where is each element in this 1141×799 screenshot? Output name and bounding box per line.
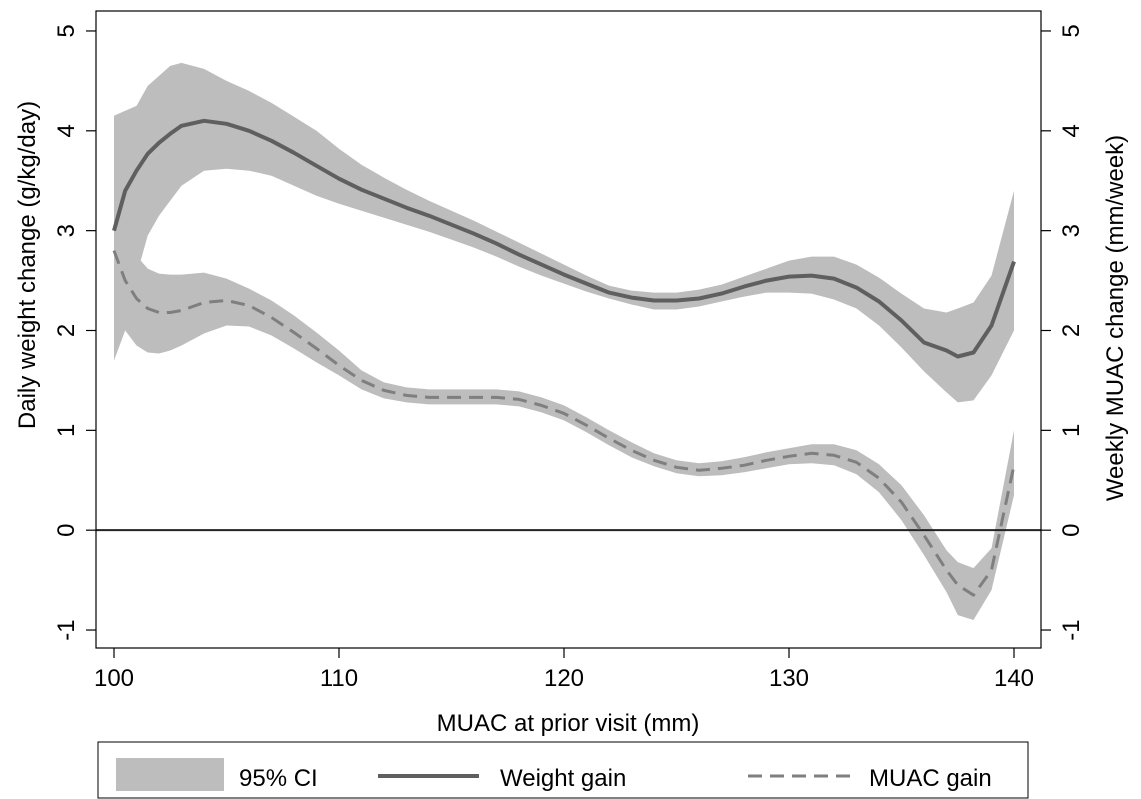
- x-tick-label: 120: [544, 665, 584, 692]
- legend: 95% CI Weight gain MUAC gain: [97, 741, 1029, 799]
- y-right-tick-label: 4: [1058, 124, 1085, 137]
- y-left-tick-label: 0: [53, 524, 80, 537]
- y-left-tick-label: 4: [53, 124, 80, 137]
- x-tick-label: 110: [320, 665, 358, 692]
- plot-area-frame: [95, 10, 1042, 649]
- y-axis-left-title: Daily weight change (g/kg/day): [14, 101, 41, 429]
- ci-band-weight: [114, 62, 1014, 403]
- y-left-tick-label: 3: [53, 224, 80, 237]
- legend-ci-label: 95% CI: [239, 765, 318, 792]
- y-left-tick-label: 1: [53, 424, 80, 437]
- y-left-tick-label: -1: [53, 619, 80, 640]
- x-axis: 100 110 120 130 140: [94, 648, 1034, 692]
- y-right-tick-label: 3: [1058, 224, 1085, 237]
- y-axis-right-title: Weekly MUAC change (mm/week): [1102, 135, 1129, 501]
- ci-bands: [114, 62, 1014, 620]
- series-lines: [112, 118, 1016, 597]
- y-axis-right: -1 0 1 2 3 4 5: [1041, 24, 1085, 641]
- y-left-tick-label: 5: [53, 24, 80, 37]
- legend-weight-label: Weight gain: [500, 765, 626, 792]
- series-line-weight-gain: [112, 118, 1016, 359]
- y-right-tick-label: 0: [1058, 524, 1085, 537]
- legend-frame: [97, 741, 1029, 799]
- y-axis-left: -1 0 1 2 3 4 5: [53, 24, 96, 641]
- y-left-tick-label: 2: [53, 324, 80, 337]
- y-right-tick-label: -1: [1058, 619, 1085, 640]
- series-line-muac-gain: [112, 250, 1016, 597]
- x-tick-label: 140: [994, 665, 1034, 692]
- y-right-tick-label: 1: [1058, 424, 1085, 437]
- y-right-tick-label: 2: [1058, 324, 1085, 337]
- x-axis-title: MUAC at prior visit (mm): [437, 710, 700, 737]
- legend-muac-label: MUAC gain: [869, 765, 992, 792]
- legend-ci-swatch: [116, 758, 224, 791]
- x-tick-label: 100: [94, 665, 134, 692]
- y-right-tick-label: 5: [1058, 24, 1085, 37]
- x-tick-label: 130: [769, 665, 809, 692]
